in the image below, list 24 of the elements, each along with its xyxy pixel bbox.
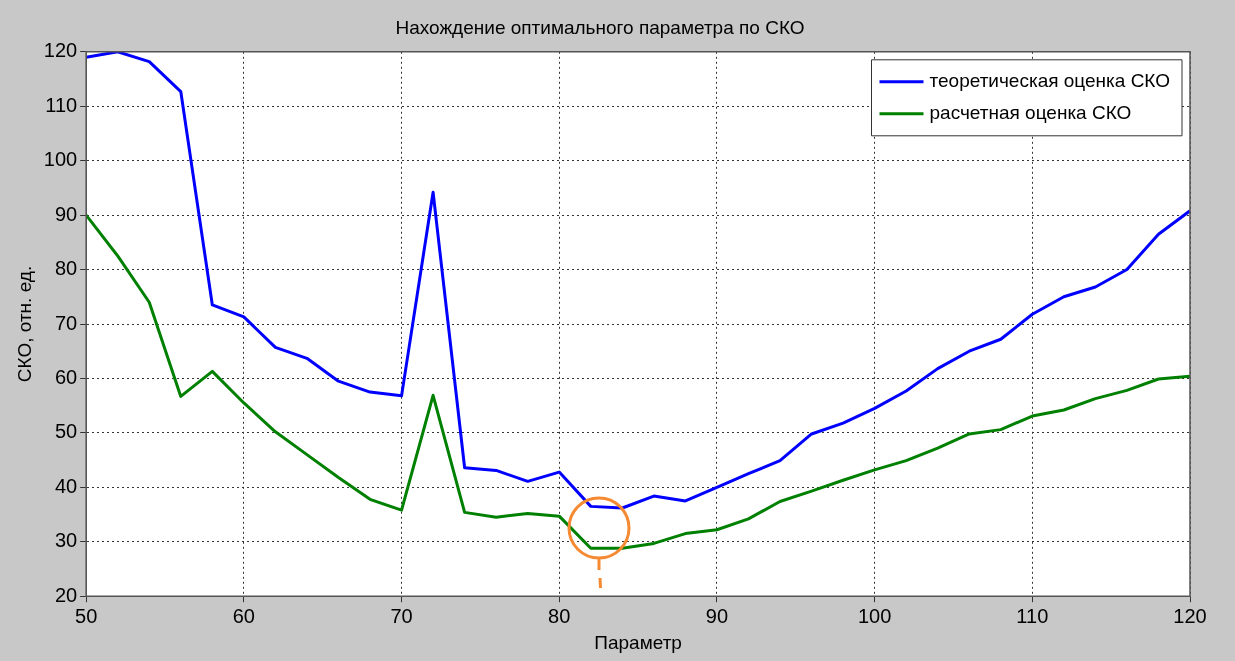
y-tick-label: 90 xyxy=(54,202,78,225)
y-tick-label: 40 xyxy=(54,474,78,497)
y-tick-label: 70 xyxy=(54,311,78,334)
y-tick-label: 80 xyxy=(54,257,78,280)
y-tick-label: 100 xyxy=(43,148,78,171)
x-tick-label: 80 xyxy=(548,604,571,627)
y-axis-title: СКО, отн. ед. xyxy=(13,265,35,383)
x-tick-label: 50 xyxy=(75,604,98,627)
legend-label: расчетная оценка СКО xyxy=(929,102,1132,124)
x-axis-title: Параметр xyxy=(594,631,682,653)
y-tick-label: 20 xyxy=(54,583,78,606)
x-tick-label: 100 xyxy=(857,604,892,627)
y-tick-label: 120 xyxy=(43,39,78,62)
chart-title: Нахождение оптимального параметра по СКО xyxy=(395,16,805,38)
y-tick-label: 60 xyxy=(54,365,78,388)
y-tick-label: 30 xyxy=(54,529,78,552)
x-tick-label: 60 xyxy=(232,604,255,627)
x-tick-label: 90 xyxy=(705,604,729,627)
x-tick-label: 70 xyxy=(390,604,413,627)
legend-label: теоретическая оценка СКО xyxy=(929,70,1170,92)
x-tick-label: 120 xyxy=(1173,604,1207,627)
y-tick-label: 50 xyxy=(54,420,78,443)
x-tick-label: 110 xyxy=(1016,604,1049,627)
y-tick-label: 110 xyxy=(45,93,78,116)
